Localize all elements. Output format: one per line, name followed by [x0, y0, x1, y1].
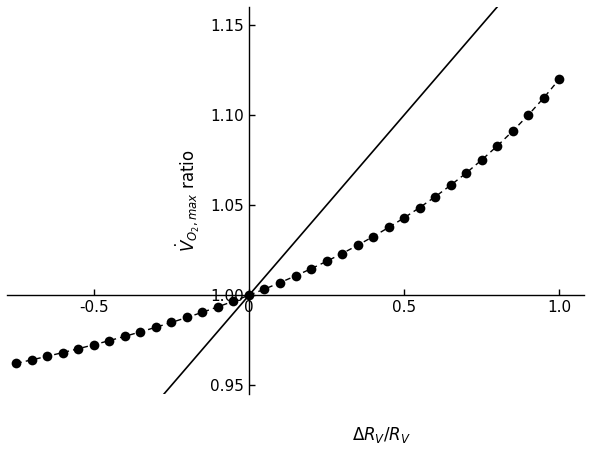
Point [337, 250, 347, 257]
Point [554, 76, 564, 83]
Point [120, 333, 129, 340]
Point [508, 128, 517, 135]
Point [27, 356, 37, 363]
Point [89, 341, 99, 348]
Point [182, 314, 191, 321]
Point [430, 193, 440, 200]
Point [539, 94, 548, 101]
Point [275, 279, 285, 286]
Point [244, 292, 254, 299]
Point [492, 142, 502, 150]
X-axis label: $\Delta R_V/R_V$: $\Delta R_V/R_V$ [352, 425, 412, 445]
Point [105, 337, 114, 344]
Point [353, 242, 362, 249]
Point [446, 182, 455, 189]
Point [58, 349, 67, 356]
Point [368, 233, 378, 240]
Point [167, 319, 176, 326]
Point [151, 324, 161, 331]
Point [198, 308, 207, 316]
Point [384, 224, 393, 231]
Point [136, 328, 145, 335]
Point [462, 169, 471, 176]
Point [213, 303, 223, 310]
Point [400, 214, 409, 221]
Point [415, 204, 424, 211]
Point [260, 286, 269, 293]
Point [229, 298, 238, 305]
Point [12, 360, 21, 367]
Y-axis label: $\dot{V}_{O_2,max}$ ratio: $\dot{V}_{O_2,max}$ ratio [174, 150, 202, 252]
Point [43, 352, 52, 360]
Point [524, 111, 533, 119]
Point [74, 345, 83, 352]
Point [306, 265, 316, 273]
Point [291, 272, 300, 279]
Point [322, 258, 331, 265]
Point [477, 156, 486, 163]
